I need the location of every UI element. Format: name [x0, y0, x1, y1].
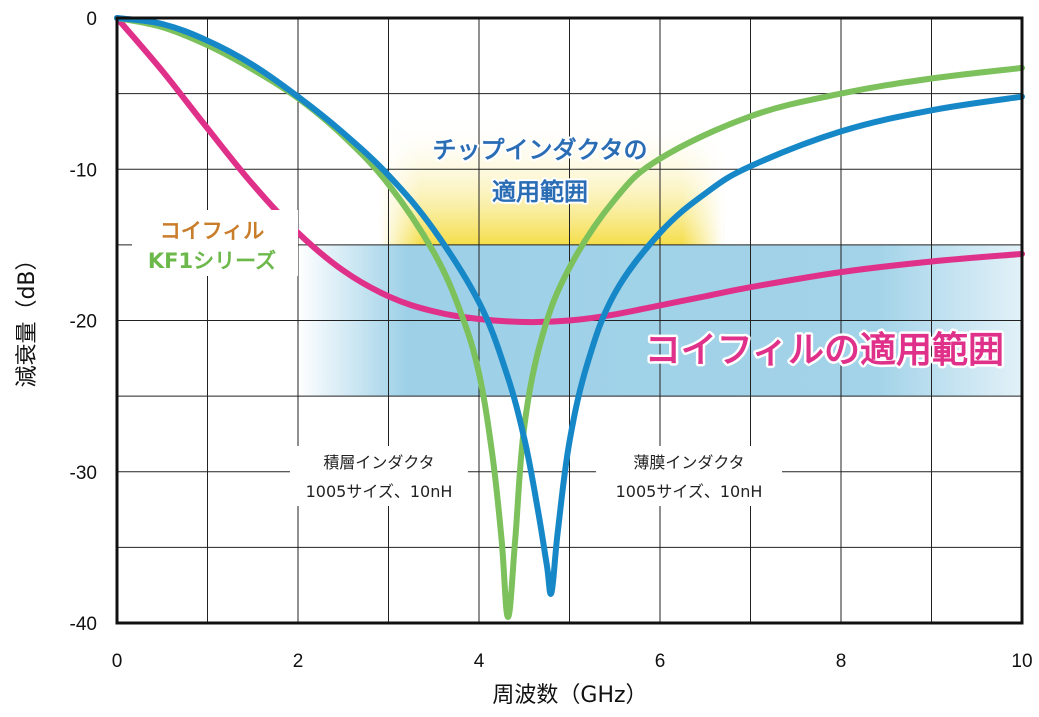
thinfilm-label-line2: 1005サイズ、10nH	[616, 482, 763, 501]
thinfilm-label-bg	[596, 446, 782, 506]
series-line-2	[114, 15, 1025, 597]
x-tick-labels: 0 2 4 6 8 10	[112, 651, 1033, 672]
multilayer-label-line2: 1005サイズ、10nH	[306, 482, 453, 501]
series-layer	[114, 15, 1025, 620]
y-tick-labels: 0 -10 -20 -30 -40	[70, 9, 97, 635]
y-tick-label: -40	[70, 614, 97, 635]
y-tick-label: -30	[70, 463, 97, 484]
x-tick-label: 10	[1011, 651, 1032, 672]
y-tick-label: 0	[86, 9, 97, 30]
coifil-name-line2: KF1シリーズ	[148, 249, 276, 273]
thinfilm-label-line1: 薄膜インダクタ	[633, 453, 744, 472]
x-tick-label: 4	[474, 651, 485, 672]
series-line-0	[114, 15, 1025, 326]
multilayer-label-bg	[290, 446, 468, 506]
multilayer-label-line1: 積層インダクタ	[323, 453, 434, 472]
coifil-name-line1: コイフィル	[160, 219, 265, 243]
chip-range-label-line1: チップインダクタの	[432, 136, 647, 164]
y-tick-label: -10	[70, 160, 97, 181]
y-axis-title: 減衰量（dB）	[15, 248, 40, 387]
x-tick-label: 0	[112, 651, 123, 672]
chip-range-label-line2: 適用範囲	[492, 178, 588, 206]
y-tick-label: -20	[70, 312, 97, 333]
coifil-range-label: コイフィルの適用範囲	[645, 330, 1004, 371]
x-axis-title: 周波数（GHz）	[492, 683, 647, 708]
coifil-name-bg	[132, 210, 298, 276]
plot-frame	[115, 16, 1024, 625]
x-tick-label: 6	[655, 651, 666, 672]
x-tick-label: 8	[836, 651, 847, 672]
x-tick-label: 2	[293, 651, 304, 672]
